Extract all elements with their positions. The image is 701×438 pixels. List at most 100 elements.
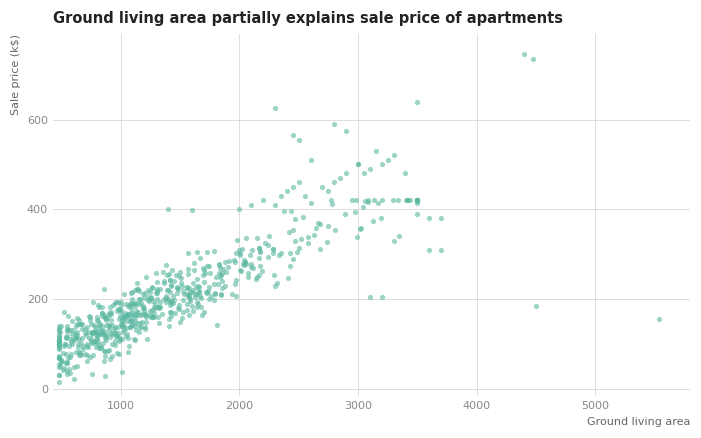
Point (59, 340, 70, 347)
Point (388, 197, 399, 204)
Point (98, 347, 109, 354)
Point (141, 311, 152, 318)
Point (61, 334, 72, 341)
Point (112, 324, 123, 331)
Point (122, 311, 133, 318)
Point (95, 344, 107, 351)
Point (175, 269, 186, 276)
Point (376, 197, 387, 204)
Point (423, 246, 435, 253)
Point (67, 340, 78, 347)
Point (166, 282, 177, 289)
Point (104, 322, 115, 329)
Point (118, 322, 130, 329)
Point (129, 299, 140, 306)
Point (89, 328, 100, 335)
Point (126, 309, 137, 316)
Point (151, 288, 162, 295)
Point (121, 333, 132, 340)
Point (56, 357, 67, 364)
Point (400, 197, 411, 204)
Point (56, 358, 67, 365)
Point (411, 200, 423, 207)
Point (128, 300, 139, 307)
Point (209, 247, 220, 254)
Point (183, 266, 194, 273)
Point (106, 321, 117, 328)
Point (135, 319, 146, 326)
Point (113, 329, 124, 336)
Point (97, 323, 109, 330)
Point (114, 351, 125, 358)
Point (257, 197, 268, 204)
Point (71, 363, 82, 370)
Point (61, 367, 72, 374)
Point (120, 324, 131, 331)
Point (351, 234, 362, 241)
Point (54, 333, 65, 340)
Point (54, 340, 65, 347)
Point (269, 282, 280, 289)
Point (116, 336, 128, 343)
Point (172, 289, 183, 296)
Point (54, 372, 65, 379)
Point (303, 234, 314, 241)
Point (168, 293, 179, 300)
Point (131, 300, 142, 307)
Point (62, 327, 74, 334)
Point (183, 271, 194, 278)
Point (155, 304, 166, 311)
Point (140, 273, 151, 280)
Point (178, 296, 189, 303)
Point (135, 324, 146, 331)
Point (326, 197, 337, 204)
Point (149, 303, 160, 310)
Point (123, 310, 134, 317)
Point (175, 274, 186, 281)
Point (191, 276, 203, 283)
Point (142, 293, 154, 300)
Point (117, 312, 128, 319)
Point (129, 303, 140, 310)
Point (86, 321, 97, 328)
Point (72, 314, 83, 321)
Point (154, 319, 165, 326)
Point (93, 317, 104, 324)
Point (54, 332, 65, 339)
Point (216, 272, 227, 279)
Point (71, 334, 82, 341)
Point (240, 259, 251, 266)
Point (213, 270, 224, 277)
Point (121, 318, 132, 325)
Point (105, 316, 116, 323)
Point (287, 132, 299, 139)
Point (183, 293, 194, 300)
Point (91, 332, 102, 339)
Point (109, 328, 121, 335)
Point (161, 261, 172, 268)
Point (104, 311, 115, 318)
Point (322, 188, 334, 195)
Point (54, 354, 65, 361)
Point (126, 288, 137, 295)
Point (149, 309, 160, 316)
Point (184, 289, 196, 296)
Point (96, 304, 107, 311)
Point (99, 348, 110, 355)
Point (145, 293, 156, 300)
Point (54, 340, 65, 347)
Point (77, 325, 88, 332)
Point (252, 273, 263, 280)
Point (240, 258, 251, 265)
Point (182, 283, 193, 290)
Point (184, 285, 195, 292)
Point (245, 264, 257, 271)
Point (172, 284, 183, 291)
Point (317, 184, 328, 191)
Point (163, 315, 175, 322)
Point (125, 300, 137, 307)
Point (113, 298, 124, 305)
Point (176, 282, 187, 289)
Point (411, 197, 423, 204)
Point (118, 315, 130, 322)
